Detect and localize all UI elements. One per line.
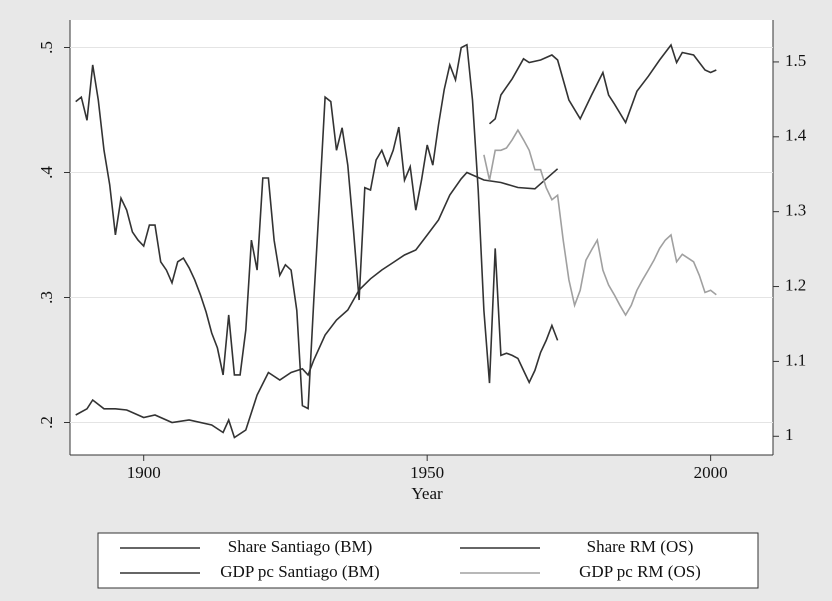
legend xyxy=(97,532,759,589)
x-tick-label: 1900 xyxy=(127,463,161,482)
y2-tick-label: 1.3 xyxy=(785,201,806,220)
series-line xyxy=(75,168,559,439)
y2-tick-label: 1 xyxy=(785,425,794,444)
y-tick-label: .2 xyxy=(37,416,56,429)
y-tick-label: .4 xyxy=(37,166,56,179)
y2-tick-label: 1.5 xyxy=(785,51,806,70)
y2-tick-label: 1.1 xyxy=(785,350,806,369)
series-line xyxy=(483,128,717,317)
y-tick-label: .3 xyxy=(37,291,56,304)
y-tick-label: .5 xyxy=(37,41,56,54)
x-tick-label: 2000 xyxy=(694,463,728,482)
y2-tick-label: 1.4 xyxy=(785,126,807,145)
series-line xyxy=(488,43,717,125)
x-axis-label: Year xyxy=(411,484,443,503)
series-line xyxy=(75,43,559,410)
y2-tick-label: 1.2 xyxy=(785,275,806,294)
plot-area xyxy=(70,20,773,455)
legend-label: GDP pc RM (OS) xyxy=(579,562,701,581)
x-tick-label: 1950 xyxy=(410,463,444,482)
legend-label: Share RM (OS) xyxy=(587,537,694,556)
legend-label: Share Santiago (BM) xyxy=(228,537,372,556)
legend-label: GDP pc Santiago (BM) xyxy=(220,562,379,581)
